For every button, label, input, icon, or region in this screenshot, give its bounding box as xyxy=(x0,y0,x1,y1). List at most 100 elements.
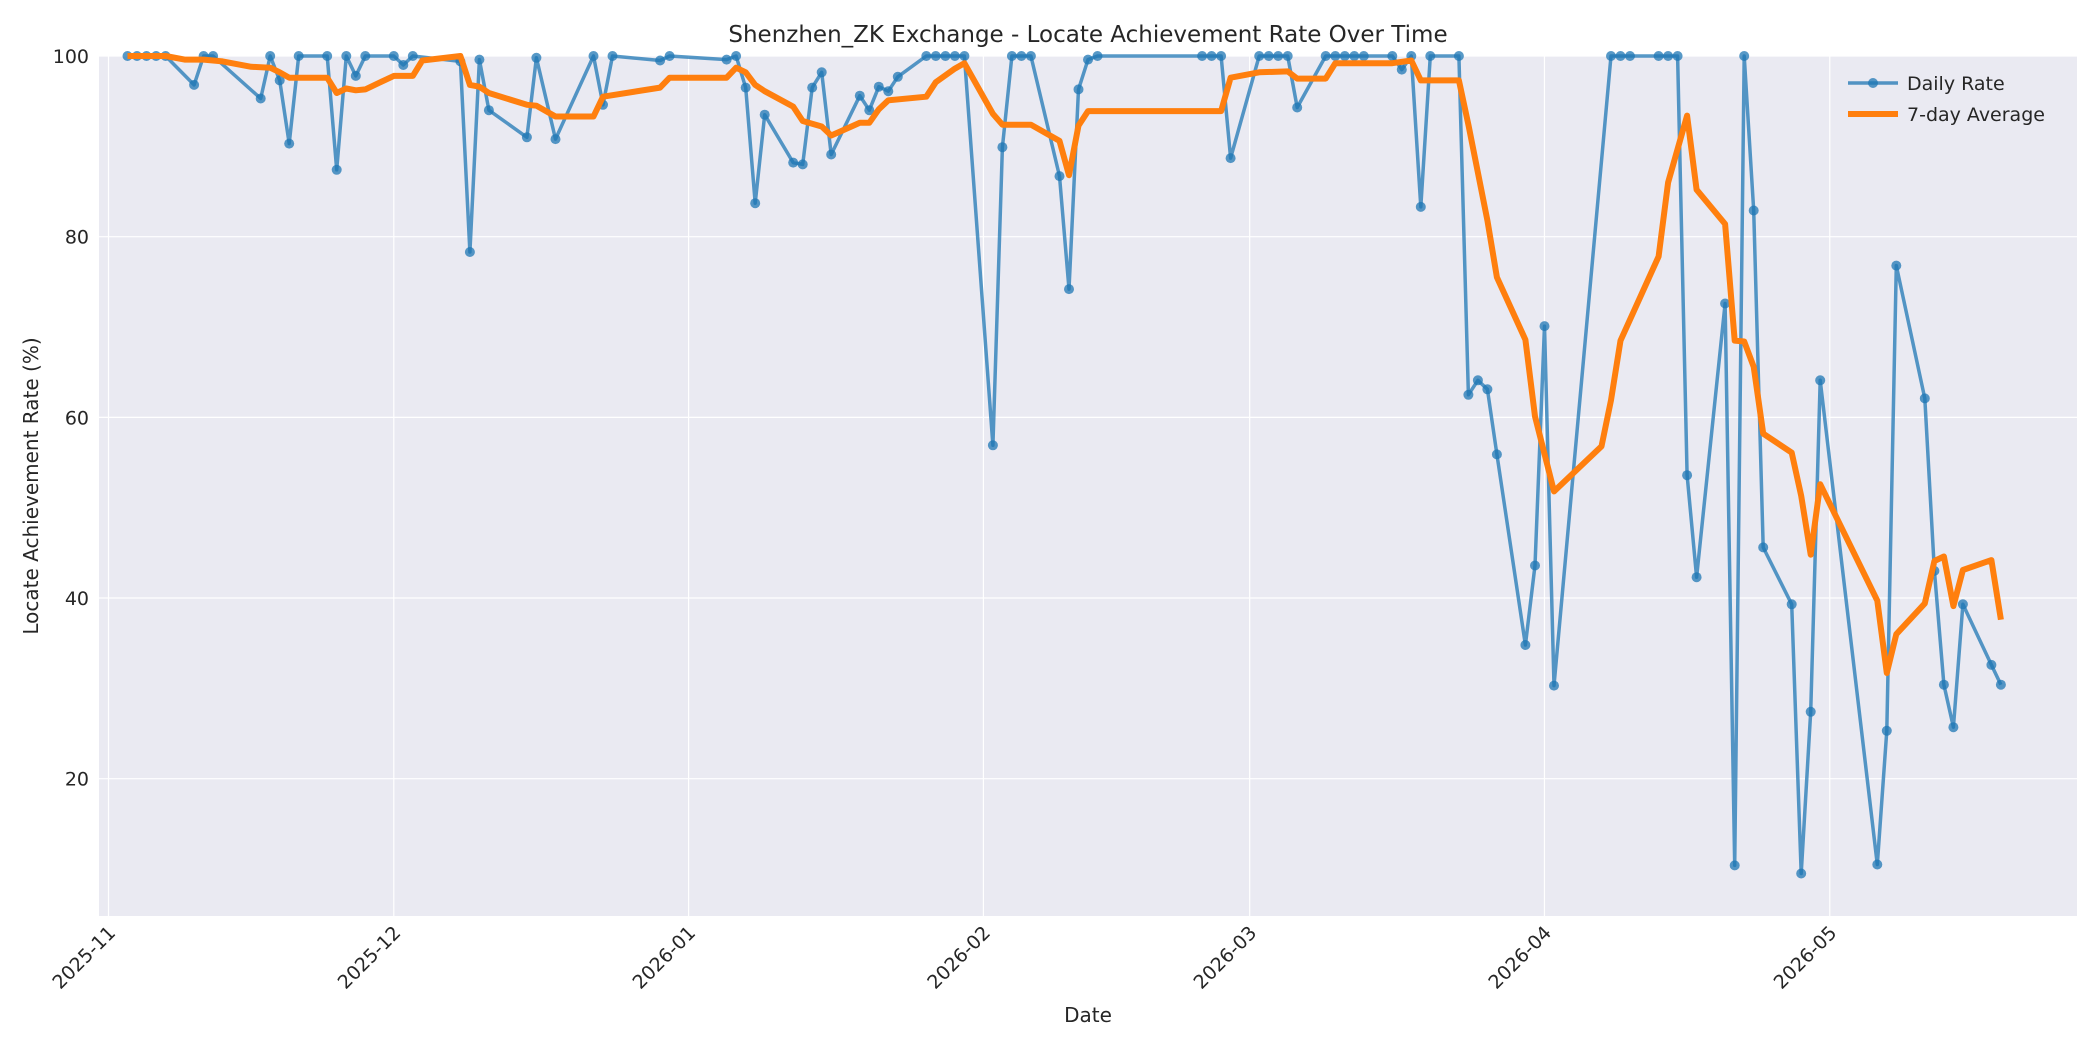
y-tick-label: 60 xyxy=(65,407,89,429)
daily-rate-point xyxy=(607,51,618,61)
daily-rate-point xyxy=(284,138,295,149)
daily-rate-point xyxy=(721,54,732,65)
daily-rate-point xyxy=(474,54,485,65)
daily-rate-point xyxy=(550,134,561,145)
plot-area xyxy=(99,56,2077,916)
daily-rate-point xyxy=(1197,51,1208,61)
daily-rate-point xyxy=(1891,260,1902,271)
daily-rate-point xyxy=(1758,542,1769,553)
y-tick-label: 100 xyxy=(53,46,89,68)
daily-rate-point xyxy=(949,51,960,61)
daily-rate-point xyxy=(864,105,875,116)
daily-rate-point xyxy=(255,93,266,104)
daily-rate-point xyxy=(1957,599,1968,610)
daily-rate-point xyxy=(1216,51,1227,61)
daily-rate-point xyxy=(1786,599,1797,610)
daily-rate-point xyxy=(1815,375,1826,386)
daily-rate-point xyxy=(854,90,865,101)
daily-rate-point xyxy=(1491,449,1502,460)
daily-rate-point xyxy=(1006,51,1017,61)
daily-rate-point xyxy=(1225,153,1236,164)
daily-rate-point xyxy=(407,51,418,61)
daily-rate-point xyxy=(750,198,761,209)
daily-rate-point xyxy=(1520,640,1531,650)
legend-average-label: 7-day Average xyxy=(1907,104,2045,126)
daily-rate-point xyxy=(322,51,333,61)
daily-rate-point xyxy=(740,82,751,93)
daily-rate-point xyxy=(521,132,532,143)
chart-title: Shenzhen_ZK Exchange - Locate Achievemen… xyxy=(728,22,1447,48)
daily-rate-point xyxy=(1805,706,1816,717)
y-axis-label: Locate Achievement Rate (%) xyxy=(19,337,43,634)
daily-rate-point xyxy=(1872,859,1883,870)
daily-rate-point xyxy=(1739,51,1750,61)
daily-rate-point xyxy=(1092,51,1103,61)
daily-rate-point xyxy=(1606,51,1616,61)
y-tick-label: 20 xyxy=(65,769,89,791)
daily-rate-point xyxy=(788,157,799,168)
daily-rate-point xyxy=(987,440,998,451)
daily-rate-point xyxy=(341,51,352,61)
daily-rate-point xyxy=(483,105,494,116)
daily-rate-point xyxy=(1995,679,2006,690)
daily-rate-point xyxy=(588,51,599,61)
daily-rate-point xyxy=(1463,389,1474,400)
daily-rate-point xyxy=(1549,680,1559,691)
daily-rate-point xyxy=(1254,51,1265,61)
daily-rate-point xyxy=(1339,51,1350,61)
daily-rate-point xyxy=(1282,51,1293,61)
daily-rate-point xyxy=(655,55,666,66)
daily-rate-point xyxy=(1796,868,1807,879)
daily-rate-point xyxy=(1292,102,1303,113)
daily-rate-point xyxy=(1396,64,1407,75)
daily-rate-point xyxy=(1948,722,1959,733)
daily-rate-point xyxy=(1273,51,1284,61)
series-layer xyxy=(122,51,2006,879)
daily-rate-point xyxy=(1073,84,1084,95)
x-tick-label: 2026-01 xyxy=(628,922,700,994)
daily-rate-point xyxy=(1206,51,1217,61)
daily-rate-point xyxy=(816,67,827,78)
daily-rate-point xyxy=(1415,201,1426,212)
daily-rate-point xyxy=(1729,860,1740,871)
daily-rate-point xyxy=(331,164,342,175)
y-tick-label: 80 xyxy=(65,227,89,249)
daily-rate-point xyxy=(1881,725,1892,736)
x-tick-label: 2026-02 xyxy=(923,922,995,994)
y-tick-label: 40 xyxy=(65,588,89,610)
x-axis-label: Date xyxy=(1064,1003,1112,1027)
daily-rate-point xyxy=(1539,321,1550,332)
daily-rate-point xyxy=(1263,51,1274,61)
x-tick-label: 2026-05 xyxy=(1770,922,1842,994)
x-tick-label: 2025-12 xyxy=(334,922,406,994)
daily-rate-point xyxy=(826,149,837,160)
daily-rate-line xyxy=(127,54,2003,876)
daily-rate-point xyxy=(1425,51,1436,61)
daily-rate-point xyxy=(189,79,200,90)
daily-rate-point xyxy=(1349,51,1360,61)
x-tick-label: 2025-11 xyxy=(48,922,120,994)
daily-rate-point xyxy=(1482,384,1493,395)
legend-daily-marker xyxy=(1868,78,1878,88)
seven-day-average-line xyxy=(127,53,2004,676)
daily-rate-point xyxy=(873,81,884,92)
daily-rate-point xyxy=(1320,51,1331,61)
daily-rate-point xyxy=(921,51,932,61)
daily-rate-point xyxy=(398,60,409,70)
daily-rate-point xyxy=(265,51,276,61)
daily-rate-point xyxy=(1748,205,1759,216)
daily-rate-point xyxy=(1453,51,1464,61)
daily-rate-point xyxy=(1663,51,1674,61)
daily-rate-point xyxy=(1025,51,1036,61)
daily-rate-point xyxy=(759,109,770,120)
x-tick-label: 2026-03 xyxy=(1190,922,1262,994)
daily-rate-point xyxy=(1064,284,1074,295)
x-tick-label: 2026-04 xyxy=(1484,922,1556,994)
daily-rate-point xyxy=(1919,393,1930,404)
daily-rate-point xyxy=(930,51,941,61)
daily-rate-point xyxy=(797,159,808,170)
daily-rate-point xyxy=(531,52,542,63)
daily-rate-point xyxy=(1653,51,1664,61)
